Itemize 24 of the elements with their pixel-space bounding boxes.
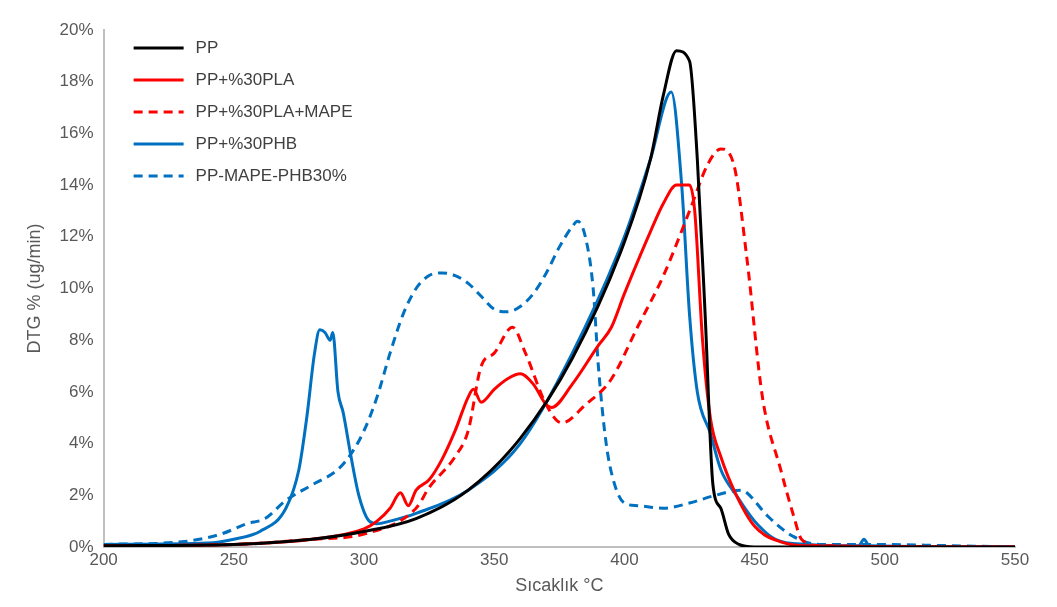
x-tick-label: 500	[870, 549, 899, 569]
legend-label: PP+%30PLA	[195, 69, 296, 89]
x-tick-label: 400	[610, 549, 639, 569]
legend-label: PP-MAPE-PHB30%	[195, 165, 347, 185]
y-tick-label: 6%	[69, 381, 94, 401]
x-tick-label: 450	[740, 549, 769, 569]
x-tick-label: 350	[480, 549, 509, 569]
y-tick-label: 20%	[59, 19, 94, 39]
x-tick-label: 300	[349, 549, 379, 569]
y-tick-label: 16%	[59, 123, 94, 143]
y-tick-label: 18%	[59, 71, 94, 91]
y-tick-label: 8%	[69, 329, 94, 349]
x-tick-label: 250	[219, 549, 249, 569]
x-tick-label: 550	[1000, 549, 1030, 569]
y-tick-label: 14%	[59, 174, 94, 194]
legend-label: PP	[195, 37, 219, 57]
legend-label: PP+%30PLA+MAPE	[195, 101, 353, 121]
x-axis-title: Sıcaklık °C	[515, 575, 604, 596]
y-tick-label: 2%	[69, 484, 94, 504]
y-tick-label: 12%	[59, 226, 94, 246]
y-axis-title: DTG % (ug/min)	[23, 223, 44, 354]
legend-label: PP+%30PHB	[195, 133, 298, 153]
y-tick-label: 4%	[69, 433, 94, 453]
y-tick-label: 10%	[59, 278, 94, 298]
